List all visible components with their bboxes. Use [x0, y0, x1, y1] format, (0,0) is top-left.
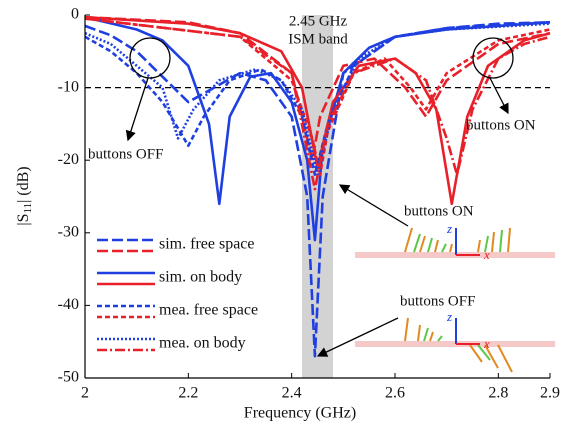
x-tick-label: 2.6	[385, 385, 405, 402]
inset-vectors	[404, 317, 513, 373]
series-line	[84, 17, 551, 191]
highlight-circle	[129, 37, 171, 79]
annotation: 2.45 GHz	[289, 13, 348, 29]
inset-label: x	[483, 247, 490, 262]
y-axis-label-part: | (dB)	[15, 166, 32, 203]
inset-label: x	[483, 336, 490, 351]
x-tick-label: 2.8	[488, 385, 508, 402]
y-axis-label: |S11| (dB)	[15, 166, 34, 225]
series-line	[84, 17, 551, 176]
annotation: buttons OFF	[88, 146, 163, 162]
y-tick-label: -30	[58, 223, 79, 240]
inset-vectors	[404, 227, 511, 253]
y-tick-label: -50	[58, 369, 79, 386]
annotation: buttons OFF	[400, 293, 475, 309]
arrow	[125, 77, 149, 142]
annotation: buttons ON	[404, 203, 474, 219]
x-tick-label: 2.9	[540, 385, 560, 402]
highlight-circle	[472, 37, 514, 79]
legend-label: sim. free space	[159, 236, 255, 253]
y-tick-label: 0	[71, 6, 79, 23]
series-line	[84, 21, 551, 358]
arrow	[338, 184, 409, 227]
x-tick-label: 2.4	[282, 385, 302, 402]
inset-label: z	[446, 309, 452, 324]
x-tick-label: 2.2	[178, 385, 198, 402]
legend-label: sim. on body	[159, 269, 242, 286]
y-tick-label: -40	[58, 296, 79, 313]
inset-label: z	[446, 221, 452, 236]
arrow	[489, 77, 509, 115]
series-line	[84, 21, 551, 176]
inset-vectors	[413, 229, 503, 253]
annotation: buttons ON	[466, 117, 536, 133]
arrow	[316, 317, 399, 357]
y-axis-label-part: |S	[15, 214, 32, 226]
inset-vectors	[423, 327, 491, 361]
legend-label: mea. free space	[159, 302, 258, 319]
x-tick-label: 2	[81, 385, 89, 402]
inset-on: z x	[355, 221, 555, 262]
y-tick-label: -10	[58, 78, 79, 95]
inset-off: z x	[355, 309, 555, 373]
series-line	[84, 15, 551, 206]
series-line	[84, 22, 551, 176]
x-axis-label: Frequency (GHz)	[244, 405, 356, 422]
y-tick-label: -20	[58, 151, 79, 168]
y-axis-label-sub: 11	[22, 203, 34, 214]
legend-label: mea. on body	[159, 335, 246, 352]
annotation: ISM band	[288, 31, 348, 47]
